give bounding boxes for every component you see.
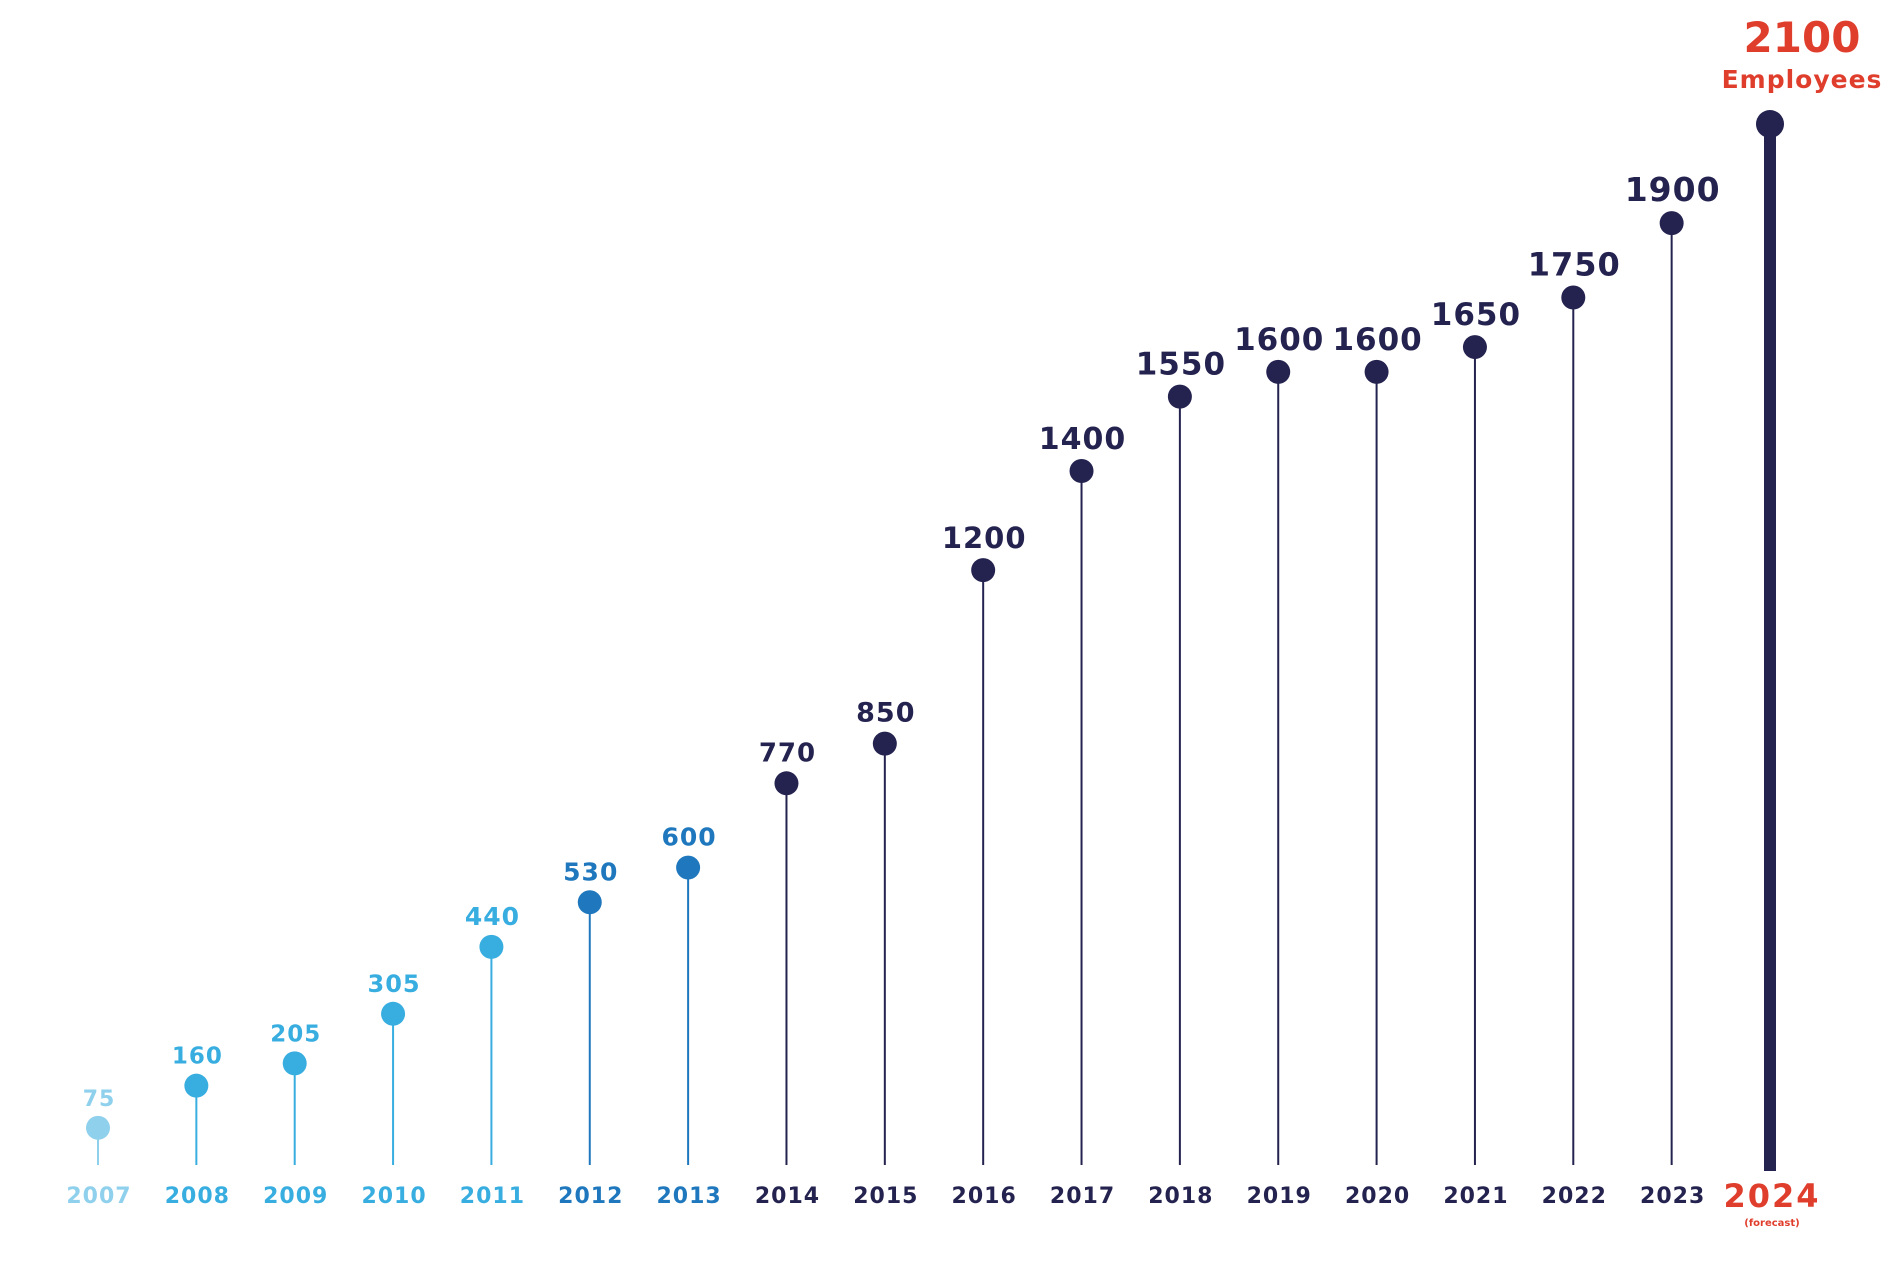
dot-2023 (1659, 211, 1684, 236)
dot-2012 (577, 890, 602, 915)
year-label-2009: 2009 (263, 1184, 328, 1209)
year-labels-layer: 2007 2008 2009 2010 2011 2012 2013 2014 2015 2016… (66, 1177, 1820, 1229)
value-label-2021: 1650 (1431, 297, 1521, 333)
year-label-2016: 2016 (952, 1184, 1017, 1209)
unit-label: Employees (1722, 65, 1881, 94)
dot-2015 (872, 731, 897, 756)
value-labels-layer: 7516020530544053060077085012001400155016… (83, 13, 1881, 1112)
value-label-2007: 75 (83, 1087, 116, 1112)
forecast-note: (forecast) (1744, 1218, 1799, 1229)
value-label-2012: 530 (563, 857, 618, 886)
value-label-2014: 770 (759, 738, 816, 768)
value-label-2019: 1600 (1234, 322, 1324, 358)
year-label-2008: 2008 (165, 1184, 230, 1209)
year-label-2023: 2023 (1640, 1184, 1705, 1209)
dot-2018 (1167, 384, 1192, 409)
value-label-2011: 440 (465, 902, 520, 931)
value-label-2023: 1900 (1625, 170, 1721, 209)
dot-2016 (971, 558, 996, 583)
value-label-2022: 1750 (1528, 246, 1621, 284)
dot-2007 (86, 1115, 110, 1140)
value-label-2010: 305 (368, 970, 421, 998)
year-label-2012: 2012 (558, 1184, 623, 1209)
dot-2019 (1266, 359, 1291, 384)
dot-2009 (282, 1051, 307, 1076)
year-label-2020: 2020 (1345, 1184, 1410, 1209)
value-label-2016: 1200 (942, 521, 1027, 555)
dot-2020 (1364, 359, 1389, 384)
year-label-2007: 2007 (66, 1184, 131, 1209)
value-label-2018: 1550 (1136, 347, 1226, 383)
year-label-2011: 2011 (460, 1184, 525, 1209)
value-label-2017: 1400 (1039, 422, 1127, 457)
year-label-2014: 2014 (755, 1184, 820, 1209)
value-label-2015: 850 (856, 698, 915, 729)
year-label-2019: 2019 (1247, 1184, 1312, 1209)
dot-2021 (1462, 335, 1487, 360)
value-label-2009: 205 (270, 1021, 321, 1047)
value-label-2024: 2100 (1744, 13, 1861, 62)
value-label-2020: 1600 (1332, 322, 1422, 358)
dots-layer (86, 110, 1784, 1140)
dot-2010 (381, 1001, 406, 1026)
year-label-2022: 2022 (1542, 1184, 1607, 1209)
year-label-2013: 2013 (657, 1184, 722, 1209)
dot-2008 (184, 1073, 209, 1098)
value-label-2008: 160 (172, 1044, 223, 1070)
dot-2017 (1069, 459, 1094, 483)
year-label-2024: 2024 (1723, 1177, 1820, 1215)
stems-layer (97, 124, 1776, 1171)
year-label-2018: 2018 (1148, 1184, 1213, 1209)
dot-2011 (479, 934, 504, 959)
year-label-2015: 2015 (853, 1184, 918, 1209)
dot-2013 (676, 855, 701, 880)
dot-2014 (774, 771, 799, 796)
dot-2024 (1756, 110, 1784, 138)
year-label-2010: 2010 (361, 1184, 426, 1209)
value-label-2013: 600 (662, 823, 717, 852)
dot-2022 (1561, 285, 1586, 310)
year-label-2017: 2017 (1050, 1184, 1115, 1209)
year-label-2021: 2021 (1443, 1184, 1508, 1209)
